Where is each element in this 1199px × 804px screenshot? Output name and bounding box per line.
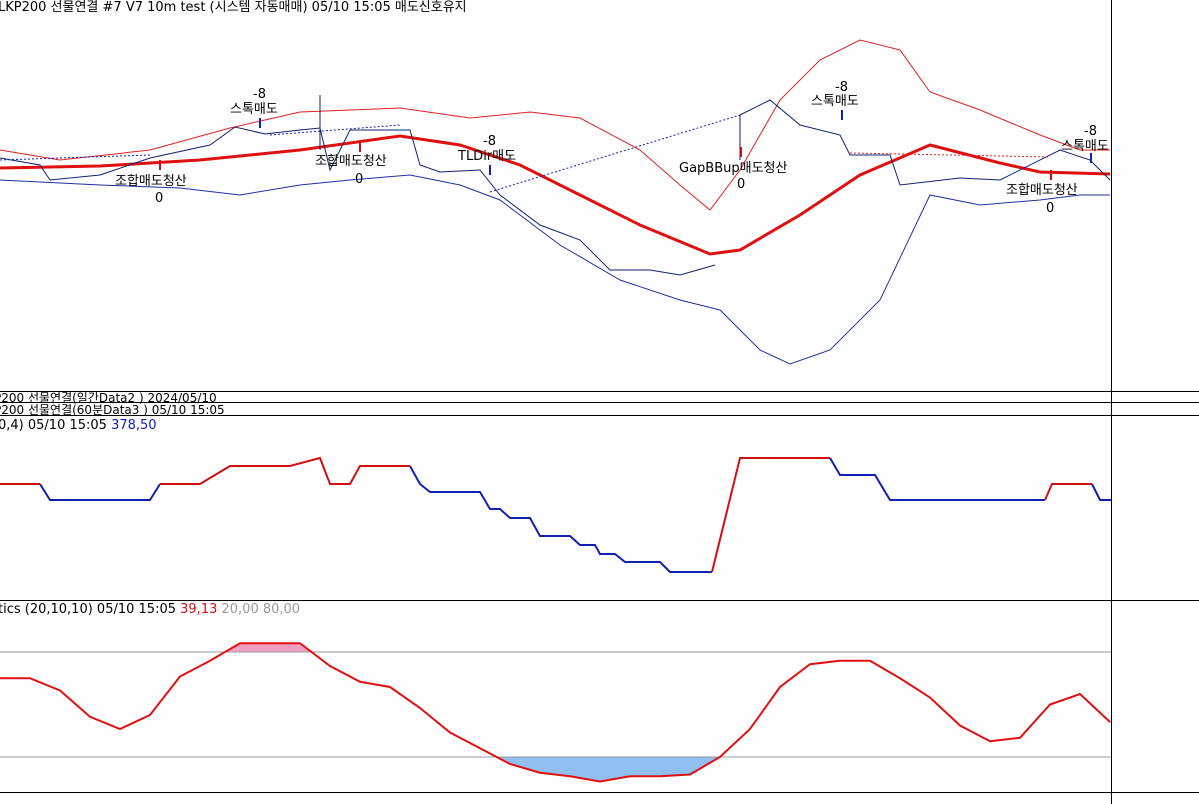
point [1109, 721, 1111, 723]
point [1079, 693, 1081, 695]
point [809, 663, 811, 665]
point [149, 714, 151, 716]
annotation: 0 [1046, 201, 1054, 216]
point [389, 686, 391, 688]
indicator-label: 0,4) 05/10 15:05 378,50 [0, 418, 157, 433]
annotation: 0 [737, 177, 745, 192]
chart-title: LKP200 선물연결 #7 V7 10m test (시스템 자동매매) 05… [0, 0, 467, 15]
price-bars [0, 126, 716, 276]
annotation: TLDir매도 [457, 149, 516, 164]
point [29, 677, 31, 679]
middle-band [0, 134, 1111, 256]
trade-line [489, 114, 741, 193]
step-up [1044, 483, 1092, 501]
step-up [711, 457, 830, 573]
price-bars [739, 99, 1111, 186]
step-down [1091, 483, 1111, 501]
point [329, 665, 331, 667]
oversold-fill [0, 757, 1110, 782]
point [719, 756, 721, 758]
annotation: 스톡매도 [811, 94, 859, 109]
point [0, 677, 1, 679]
trade-line [849, 152, 1051, 158]
step-up [160, 456, 410, 485]
step-down [39, 483, 161, 501]
indicator-line [0, 456, 1111, 573]
point [569, 775, 571, 777]
data-row: P200 선물연결(60분Data3 ) 05/10 15:05 [0, 403, 225, 417]
point [209, 660, 211, 662]
point [629, 775, 631, 777]
annotation: -8 [483, 134, 496, 149]
point [749, 728, 751, 730]
point [1019, 737, 1021, 739]
step-down [409, 465, 712, 573]
point [419, 707, 421, 709]
point [779, 686, 781, 688]
point [659, 775, 661, 777]
step-down [829, 457, 1045, 501]
point [989, 740, 991, 742]
point [449, 732, 451, 733]
stochastics-chart [0, 642, 1111, 783]
price-lines [0, 39, 1111, 365]
point [89, 716, 91, 718]
annotation: 스톡매도 [1061, 139, 1109, 154]
point [479, 747, 481, 749]
annotation: 0 [155, 191, 163, 206]
point [539, 772, 541, 774]
annotation: 조합매도청산 [115, 174, 187, 189]
point [239, 642, 241, 644]
point [299, 642, 301, 644]
signal-arrows [159, 110, 1092, 180]
trade-line [269, 124, 401, 136]
point [839, 660, 841, 662]
point [929, 697, 931, 698]
annotation: 조합매도청산 [315, 154, 387, 169]
stochastics-params: tics (20,10,10) 05/10 15:05 [0, 602, 176, 617]
indicator-params: 0,4) 05/10 15:05 [0, 418, 107, 433]
annotation: 조합매도청산 [1006, 183, 1078, 198]
point [899, 677, 901, 679]
point [689, 774, 691, 775]
trade-line [0, 154, 151, 161]
annotation: -8 [835, 80, 848, 95]
annotation: GapBBup매도청산 [679, 161, 788, 176]
annotation: -8 [1084, 124, 1097, 139]
point [959, 725, 961, 726]
annotations: -8 스톡매도 조합매도청산 0 조합매도청산 0 -8 TLDir매도 Gap… [115, 80, 1109, 216]
indicator-value: 378,50 [111, 418, 157, 433]
point [59, 690, 61, 691]
point [359, 681, 361, 683]
overbought-fill [0, 643, 1110, 652]
point [119, 728, 121, 730]
annotation: 0 [355, 172, 363, 187]
point [509, 763, 511, 765]
stochastics-high: 80,00 [263, 602, 300, 617]
stochastics-label: tics (20,10,10) 05/10 15:05 39,13 20,00 … [0, 602, 300, 617]
stochastics-line [0, 642, 1111, 783]
lower-band [0, 174, 1110, 365]
point [869, 660, 871, 662]
stochastics-low: 20,00 [222, 602, 259, 617]
point [179, 676, 181, 677]
data-row: P200 선물연결(일간Data2 ) 2024/05/10 [0, 391, 217, 405]
annotation: 스톡매도 [230, 102, 278, 117]
point [269, 642, 271, 644]
upper-band [0, 39, 1110, 211]
point [599, 781, 601, 782]
point [1049, 704, 1051, 705]
annotation: -8 [253, 87, 266, 102]
stochastics-value: 39,13 [180, 602, 217, 617]
